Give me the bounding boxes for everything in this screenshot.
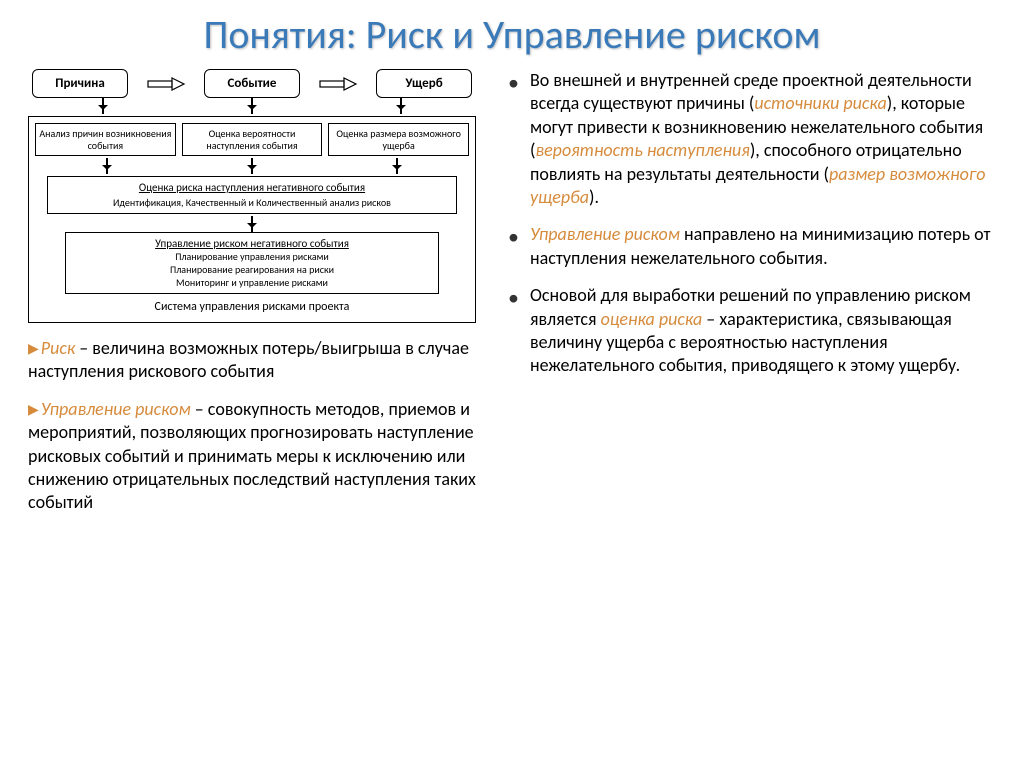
box-cause: Причина: [32, 69, 128, 98]
diagram-mid-row: Анализ причин возникновения события Оцен…: [35, 123, 469, 156]
diagram-connectors: [28, 98, 476, 114]
content-columns: Причина Событие Ущерб Анализ причин возн…: [28, 69, 996, 515]
box-event: Событие: [204, 69, 300, 98]
assessment-subtitle: Идентификация, Качественный и Количестве…: [54, 196, 450, 209]
diagram-connector: [35, 216, 469, 232]
bullet-item: Основой для выработки решений по управле…: [506, 284, 996, 378]
box-damage: Ущерб: [376, 69, 472, 98]
term-risk: Риск: [41, 337, 75, 359]
page-title: Понятия: Риск и Управление риском: [28, 10, 996, 59]
diagram-caption: Система управления рисками проекта: [35, 300, 469, 314]
definition-risk-management: ▶Управление риском – совокупность методо…: [28, 398, 480, 515]
bullet-text: ).: [589, 186, 599, 208]
risk-diagram: Причина Событие Ущерб Анализ причин возн…: [28, 69, 476, 323]
arrow-right-icon: [146, 77, 186, 91]
diagram-top-row: Причина Событие Ущерб: [28, 69, 476, 98]
diagram-connectors: [35, 158, 469, 174]
right-column: Во внешней и внутренней среде проектной …: [500, 69, 996, 515]
diagram-frame: Анализ причин возникновения события Оцен…: [28, 116, 476, 323]
bullet-list: Во внешней и внутренней среде проектной …: [500, 69, 996, 378]
bullet-item: Во внешней и внутренней среде проектной …: [506, 69, 996, 209]
highlight-sources: источники риска: [754, 92, 886, 114]
highlight-assessment: оценка риска: [601, 308, 703, 330]
management-line: Мониторинг и управление рисками: [72, 276, 432, 289]
box-damage-size: Оценка размера возможного ущерба: [328, 123, 469, 156]
term-risk-management: Управление риском: [41, 398, 191, 420]
management-line: Планирование реагирования на риски: [72, 263, 432, 276]
box-risk-assessment: Оценка риска наступления негативного соб…: [47, 176, 457, 214]
box-cause-analysis: Анализ причин возникновения события: [35, 123, 176, 156]
highlight-probability: вероятность наступления: [535, 139, 749, 161]
box-risk-management: Управление риском негативного события Пл…: [65, 232, 439, 294]
definition-risk: ▶Риск – величина возможных потерь/выигры…: [28, 337, 480, 384]
assessment-title: Оценка риска наступления негативного соб…: [54, 181, 450, 194]
triangle-icon: ▶: [28, 340, 39, 358]
definition-text: – величина возможных потерь/выигрыша в с…: [28, 337, 469, 382]
triangle-icon: ▶: [28, 401, 39, 419]
arrow-right-icon: [318, 77, 358, 91]
management-line: Планирование управления рисками: [72, 250, 432, 263]
box-probability: Оценка вероятности наступления события: [182, 123, 323, 156]
highlight-management: Управление риском: [530, 223, 680, 245]
management-title: Управление риском негативного события: [72, 237, 432, 250]
bullet-item: Управление риском направлено на минимиза…: [506, 223, 996, 270]
left-column: Причина Событие Ущерб Анализ причин возн…: [28, 69, 480, 515]
